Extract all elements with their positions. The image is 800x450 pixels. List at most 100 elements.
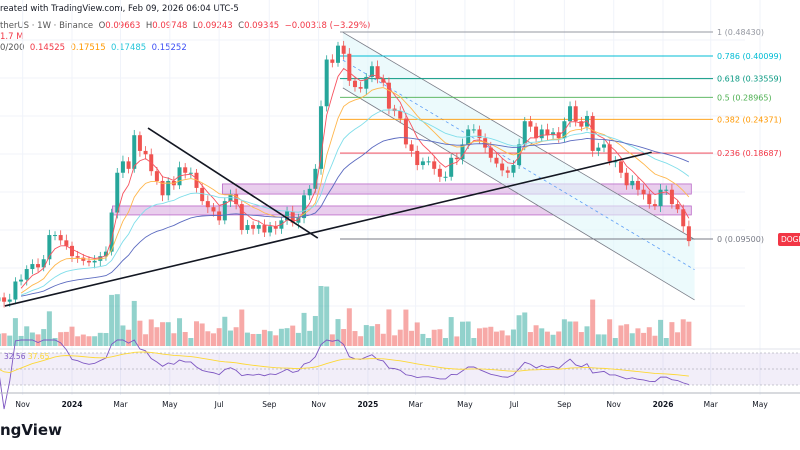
volume-bar [448,317,454,346]
time-axis-label: May [162,400,178,409]
candle-down [488,147,493,158]
volume-bar [443,338,449,346]
price-chart[interactable]: 1 (0.48430) 0.786 (0.40099) 0.618 (0.33559… [0,0,800,420]
candle-down [352,80,357,88]
candle-up [324,59,329,107]
volume-bar [120,325,126,346]
ma-200-value: 0.15252 [151,43,187,53]
candle-down [86,260,91,263]
volume-bar [522,312,528,346]
candle-up [7,299,12,302]
candle-up [53,235,58,237]
moving-average-100 [20,109,690,296]
volume-bar [392,335,398,346]
candle-down [534,126,539,139]
volume-bar [363,325,369,346]
time-axis-label: Mar [113,400,128,409]
candle-up [596,147,601,151]
volume-bar [409,330,415,346]
candle-down [358,87,363,89]
candle-down [70,245,74,257]
candle-down [381,78,386,83]
volume-bar [499,330,505,346]
candle-up [19,279,24,282]
candle-down [183,167,188,173]
change-value: −0.00318 (−3.29%) [284,21,371,31]
volume-bar [352,331,358,346]
trendline [4,151,652,307]
candle-down [75,256,80,258]
candle-up [302,195,307,219]
candle-down [641,189,646,195]
volume-bar [380,333,386,346]
candle-up [115,172,120,213]
candle-down [262,225,267,233]
volume-bar [612,338,618,346]
candle-down [432,161,437,169]
volume-bar [341,329,347,346]
time-axis-label: Nov [606,400,621,409]
volume-bar [488,326,494,346]
candle-up [103,251,108,257]
volume-bar [567,321,573,346]
volume-bar [471,338,477,346]
candle-down [143,150,148,155]
time-axis-label: Nov [15,400,30,409]
low-value: 0.09243 [197,21,233,31]
volume-bar [635,328,641,346]
high-label: H [145,21,153,31]
candle-up [268,226,273,233]
volume-bar [165,322,171,346]
volume-bar [607,319,613,346]
candle-up [658,189,663,207]
volume-bar [114,294,120,346]
volume-bar [595,334,601,346]
candle-up [120,161,125,173]
candle-up [601,144,606,148]
time-axis-label: 2024 [62,400,83,409]
time-axis-label: Sep [557,400,571,409]
volume-bar [12,318,18,346]
ma-100-value: 0.17485 [111,43,147,53]
time-axis-label: Mar [704,400,719,409]
tradingview-logo: ngView [0,421,62,439]
ma-label[interactable]: 0/200 [0,43,25,53]
candle-up [364,76,369,89]
time-axis-label: May [457,400,473,409]
candle-down [398,111,403,119]
candle-up [13,281,18,300]
volume-bar [41,329,47,346]
volume-bar [584,326,590,346]
symbol-label[interactable]: therUS · 1W · Binance [0,21,94,31]
volume-bar [233,327,239,346]
rsi-value: 32.56 [4,352,26,361]
candle-up [471,129,476,131]
candle-down [200,187,205,202]
candle-up [47,235,52,260]
ma-20-value: 0.14525 [29,43,66,53]
time-axis-label: 2025 [357,400,378,409]
volume-bar [369,326,375,346]
volume-bar [414,322,420,346]
volume-bar [346,308,352,346]
candle-up [256,225,261,229]
volume-bar [460,321,466,346]
volume-bar [454,336,460,346]
candle-up [539,129,544,139]
candle-down [505,170,510,173]
volume-bar [646,327,652,346]
volume-bar [533,325,539,346]
candle-up [443,176,448,178]
candle-down [386,82,391,109]
candle-up [562,121,567,139]
moving-average-20 [20,67,690,289]
volume-bar [0,333,1,346]
candle-down [635,180,640,190]
time-axis-label: Jul [509,400,519,409]
rsi-legend: 32.56 37.65 [4,352,49,361]
candle-up [335,45,340,63]
candle-down [341,45,346,54]
volume-bar [7,335,13,346]
volume-bar [222,316,228,346]
volume-bar [18,335,24,346]
